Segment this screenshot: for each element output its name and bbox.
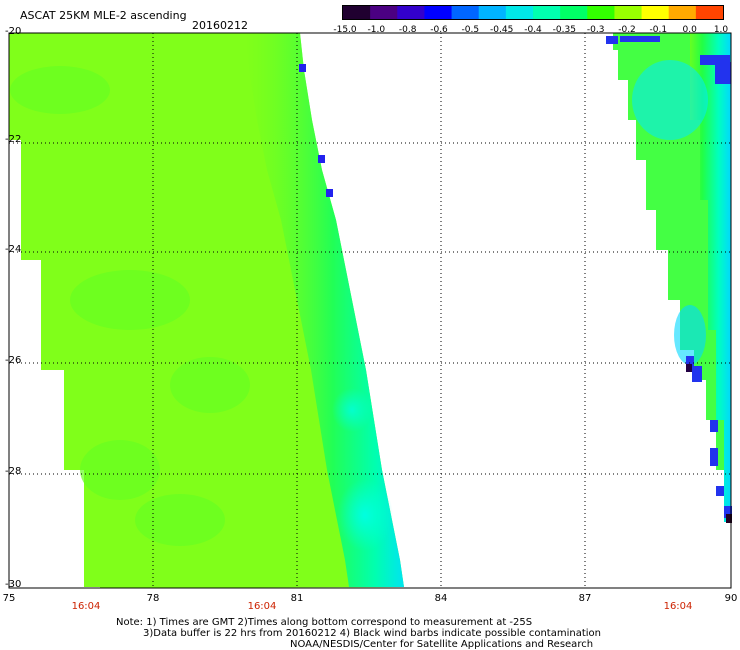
- color-scale-bar: [342, 5, 724, 20]
- lon-label: 84: [434, 593, 448, 604]
- color-scale-label: 1.0: [713, 25, 729, 35]
- color-scale-label: -0.6: [430, 25, 448, 35]
- edge-pixel: [726, 514, 732, 523]
- swath-patch: [135, 494, 225, 546]
- color-scale-segment: [370, 6, 398, 19]
- lon-label: 90: [724, 593, 738, 604]
- color-scale-segment: [478, 6, 507, 19]
- right-swath-edge: [690, 33, 731, 522]
- edge-pixel: [606, 36, 618, 44]
- swath-highlight: [332, 388, 372, 432]
- color-scale-label: -0.1: [649, 25, 668, 35]
- right-swath-cyan: [632, 60, 708, 140]
- color-scale-label: -0.35: [552, 25, 576, 35]
- plot-date: 20160212: [192, 19, 248, 32]
- color-scale-segment: [505, 6, 534, 19]
- edge-pixel: [700, 55, 730, 65]
- swath-patch: [170, 357, 250, 413]
- color-scale-segment: [451, 6, 480, 19]
- edge-pixel: [620, 36, 660, 42]
- color-scale-segment: [533, 6, 561, 19]
- swath-patch: [10, 66, 110, 114]
- note-line-1: Note: 1) Times are GMT 2)Times along bot…: [116, 617, 533, 628]
- color-scale-segment: [424, 6, 453, 19]
- pass-time-label: 16:04: [71, 601, 101, 612]
- edge-pixel: [299, 64, 306, 72]
- plot-frame: [8, 32, 732, 589]
- color-scale-label: -0.2: [618, 25, 636, 35]
- lon-label: 78: [146, 593, 160, 604]
- pass-time-label: 16:04: [663, 601, 693, 612]
- swath-patch: [70, 270, 190, 330]
- edge-pixel: [318, 155, 325, 163]
- color-scale-segment: [695, 6, 723, 19]
- color-scale-segment: [614, 6, 643, 19]
- edge-pixel: [710, 420, 718, 432]
- color-scale-label: -0.5: [461, 25, 480, 35]
- edge-pixel: [716, 486, 724, 496]
- plot-title: ASCAT 25KM MLE-2 ascending: [20, 9, 187, 22]
- color-scale-label: 0.0: [682, 25, 697, 35]
- swath-patch: [80, 440, 160, 500]
- edge-pixel: [715, 62, 731, 84]
- swath-highlight: [337, 479, 393, 551]
- color-scale-segment: [560, 6, 588, 19]
- color-scale-label: -0.3: [586, 25, 605, 35]
- color-scale-segment: [641, 6, 670, 19]
- color-scale-segment: [343, 6, 371, 19]
- edge-pixel: [686, 356, 694, 366]
- right-swath-cyan: [674, 305, 706, 365]
- color-scale-label: -0.4: [524, 25, 542, 35]
- color-scale-label: -0.8: [398, 25, 417, 35]
- lat-label: -30: [5, 579, 22, 590]
- lon-label: 81: [290, 593, 304, 604]
- note-line-2: 3)Data buffer is 22 hrs from 20160212 4)…: [143, 628, 601, 639]
- left-swath-edge: [245, 33, 404, 587]
- edge-pixel: [326, 189, 333, 197]
- pass-time-label: 16:04: [247, 601, 277, 612]
- color-scale-label: -0.45: [490, 25, 514, 35]
- lat-label: -24: [5, 244, 22, 255]
- edge-pixel: [724, 506, 732, 518]
- note-line-3: NOAA/NESDIS/Center for Satellite Applica…: [290, 639, 594, 650]
- edge-pixel: [686, 364, 692, 372]
- color-scale-segment: [397, 6, 426, 19]
- color-scale-segment: [668, 6, 697, 19]
- lon-label: 87: [578, 593, 592, 604]
- lat-label: -20: [5, 26, 22, 37]
- color-scale-label: -15.0: [333, 25, 357, 35]
- color-scale-segment: [587, 6, 616, 19]
- edge-pixel: [692, 366, 702, 382]
- edge-pixel: [710, 448, 718, 466]
- color-scale-label: -1.0: [367, 25, 386, 35]
- lat-label: -26: [5, 355, 22, 366]
- lat-label: -22: [5, 134, 22, 145]
- lat-label: -28: [5, 466, 22, 477]
- lon-label: 75: [2, 593, 16, 604]
